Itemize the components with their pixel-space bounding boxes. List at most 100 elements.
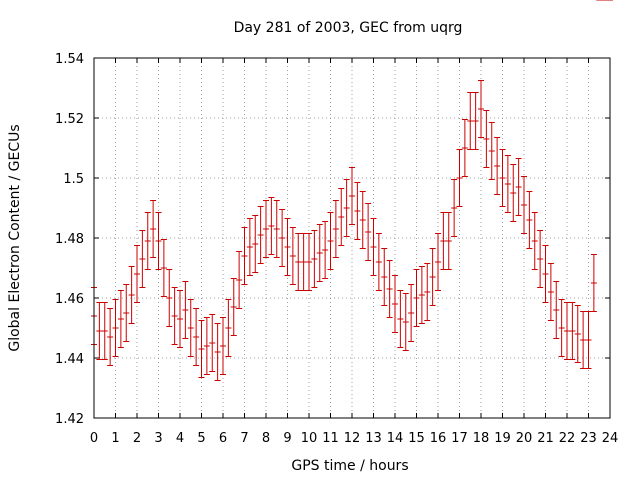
- x-tick-label: 18: [473, 431, 490, 446]
- data-point: [257, 206, 264, 264]
- x-tick-label: 10: [301, 431, 318, 446]
- data-point: [359, 191, 366, 249]
- x-axis-label: GPS time / hours: [291, 458, 408, 474]
- data-point: [252, 215, 259, 273]
- data-point: [494, 137, 501, 195]
- x-axis-ticks: 0 1 2 3 4 5 6 7 8 9 10 11 12 13 14 15 16 17 18 19 20 21 22 23 24: [90, 58, 618, 446]
- data-point: [332, 200, 339, 258]
- y-tick-label: 1.52: [55, 112, 84, 127]
- data-point: [354, 182, 361, 240]
- data-point: [402, 293, 409, 351]
- data-point: [510, 164, 517, 222]
- data-point: [322, 221, 329, 279]
- data-point: [440, 212, 447, 270]
- data-point: [478, 80, 484, 138]
- y-axis-label: Global Electron Content / GECUs: [7, 124, 23, 351]
- grid-lines: [94, 58, 610, 418]
- data-point: [547, 263, 554, 321]
- x-tick-label: 5: [197, 431, 205, 446]
- data-point: [349, 167, 355, 225]
- x-tick-label: 6: [219, 431, 227, 446]
- data-point: [155, 212, 162, 270]
- data-point: [268, 197, 275, 255]
- y-tick-label: 1.42: [55, 412, 84, 427]
- data-point: [300, 233, 307, 291]
- data-point: [107, 308, 114, 366]
- data-point: [214, 323, 221, 381]
- data-point: [553, 281, 560, 339]
- data-point: [370, 218, 377, 276]
- data-point: [526, 191, 533, 249]
- data-point: [246, 218, 253, 276]
- data-point: [166, 269, 173, 327]
- x-tick-label: 4: [176, 431, 184, 446]
- data-point: [150, 200, 157, 258]
- data-point: [128, 266, 135, 324]
- x-tick-label: 16: [430, 431, 447, 446]
- data-point: [456, 149, 463, 207]
- data-point: [193, 308, 200, 366]
- data-point: [564, 302, 570, 360]
- data-point: [117, 290, 124, 348]
- data-point: [273, 200, 280, 258]
- data-point: [220, 317, 226, 375]
- data-point: [289, 227, 296, 285]
- data-point: [542, 245, 549, 303]
- data-point: [504, 155, 511, 213]
- data-point: [134, 245, 140, 303]
- data-point: [338, 188, 345, 246]
- y-axis-ticks: 1.42 1.44 1.46 1.48 1.5 1.52 1.54: [55, 52, 610, 427]
- x-tick-label: 8: [262, 431, 270, 446]
- data-point: [209, 314, 216, 372]
- y-tick-label: 1.5: [63, 172, 84, 187]
- x-tick-label: 13: [365, 431, 382, 446]
- data-point: [343, 179, 350, 237]
- data-point: [327, 212, 334, 270]
- data-point: [429, 248, 436, 306]
- data-point: [467, 92, 474, 150]
- data-point: [461, 119, 468, 177]
- data-point: [375, 233, 382, 291]
- plot-frame: [93, 57, 611, 419]
- data-point: [241, 227, 248, 285]
- data-point: [558, 299, 565, 357]
- data-point: [112, 299, 119, 357]
- data-point: [381, 248, 388, 306]
- data-point: [295, 233, 302, 291]
- x-tick-label: 17: [451, 431, 468, 446]
- x-tick-label: 14: [387, 431, 404, 446]
- data-point: [139, 230, 146, 288]
- x-tick-label: 15: [408, 431, 425, 446]
- data-series: [91, 0, 613, 381]
- data-point: [306, 233, 312, 291]
- x-tick-label: 19: [494, 431, 511, 446]
- x-tick-label: 2: [133, 431, 141, 446]
- x-tick-label: 3: [154, 431, 162, 446]
- x-tick-label: 23: [580, 431, 597, 446]
- data-point: [397, 290, 404, 348]
- data-point: [585, 311, 592, 369]
- data-point: [580, 311, 587, 369]
- data-point: [177, 290, 183, 348]
- x-tick-label: 1: [111, 431, 119, 446]
- data-point: [316, 224, 323, 282]
- data-point: [472, 92, 479, 150]
- data-point: [515, 158, 522, 216]
- data-point: [187, 299, 194, 357]
- data-point: [171, 287, 178, 345]
- data-point: [445, 212, 452, 270]
- data-point: [435, 233, 441, 291]
- data-point: [424, 263, 431, 321]
- data-point: [590, 254, 597, 312]
- data-point: [123, 284, 130, 342]
- x-tick-label: 22: [559, 431, 576, 446]
- data-point: [198, 320, 205, 378]
- x-tick-label: 21: [537, 431, 554, 446]
- data-point: [574, 305, 581, 363]
- y-tick-label: 1.54: [55, 52, 84, 67]
- x-tick-label: 11: [322, 431, 339, 446]
- data-point: [483, 110, 490, 168]
- data-point: [203, 317, 210, 375]
- data-point: [160, 239, 167, 297]
- data-point: [413, 269, 420, 327]
